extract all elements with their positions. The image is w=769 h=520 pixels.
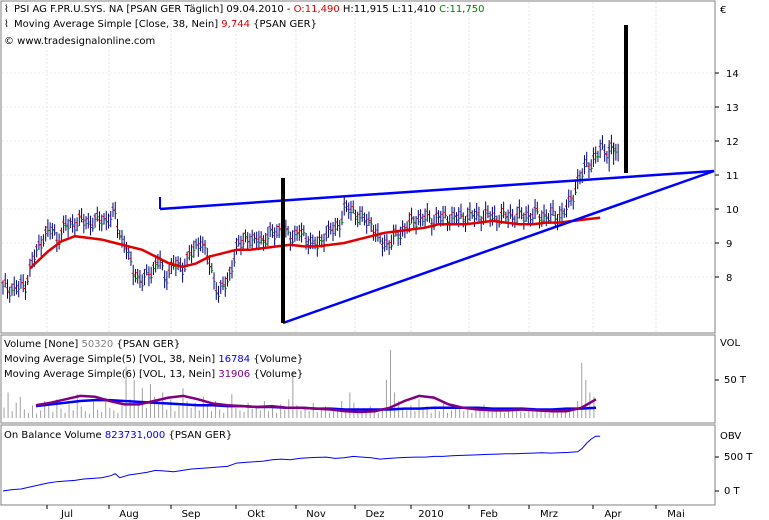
volume-ma13-line [35, 394, 597, 414]
obv-label: On Balance Volume [4, 430, 102, 441]
obv-panel [0, 424, 716, 506]
vol-ma38-label: Moving Average Simple(5) [VOL, 38, Nein] [4, 354, 215, 365]
price-ohlc-bars [1, 134, 619, 303]
volume-source: {PSAN GER} [116, 339, 180, 350]
price-line-icon: ⌇ [4, 4, 9, 15]
vol-ma38-value: 16784 [218, 354, 250, 365]
ma-source: {PSAN GER} [253, 19, 317, 30]
price-tick-label: 8 [726, 273, 732, 284]
ma-label: Moving Average Simple [Close, 38, Nein] [14, 19, 218, 30]
price-y-axis: 8 9 10 11 12 13 14 [715, 69, 739, 284]
svg-text:Volume [None] 50320 {PSAN GER}: Volume [None] 50320 {PSAN GER} [4, 339, 180, 350]
price-tick-label: 12 [726, 137, 739, 148]
open-value: O:11,490 [294, 4, 340, 15]
svg-text:On Balance Volume 823731,000 {: On Balance Volume 823731,000 {PSAN GER} [4, 430, 232, 441]
obv-line [2, 435, 601, 492]
ma-value: 9,744 [221, 19, 250, 30]
obv-value: 823731,000 [105, 430, 165, 441]
month-label: Mrz [540, 509, 558, 520]
price-tick-label: 9 [726, 239, 732, 250]
price-header: ⌇ PSI AG F.PR.U.SYS. NA [PSAN GER Täglic… [4, 4, 726, 47]
price-tick-label: 13 [726, 103, 739, 114]
currency-label: € [720, 5, 726, 16]
svg-text:Moving Average Simple(6) [VOL,: Moving Average Simple(6) [VOL, 13, Nein]… [4, 369, 303, 380]
month-label: Mai [667, 509, 685, 520]
gridlines [2, 2, 714, 332]
month-label: Jul [60, 509, 73, 520]
copyright-text: © www.tradesignalonline.com [4, 36, 155, 47]
month-label: Feb [480, 509, 498, 520]
instrument-title: PSI AG F.PR.U.SYS. NA [PSAN GER Täglich]… [14, 4, 294, 15]
price-tick-label: 10 [726, 205, 739, 216]
price-tick-label: 14 [726, 69, 739, 80]
price-ma-line [29, 216, 601, 270]
obv-tick-low: 0 T [724, 486, 741, 497]
svg-text:PSI AG F.PR.U.SYS. NA [PSAN GE: PSI AG F.PR.U.SYS. NA [PSAN GER Täglich]… [14, 4, 484, 15]
resistance-trendline [159, 169, 715, 211]
month-label: Sep [182, 509, 201, 520]
month-label: Dez [365, 509, 384, 520]
month-label: Apr [604, 509, 622, 520]
support-trendline [282, 169, 715, 325]
svg-text:Moving Average Simple(5) [VOL,: Moving Average Simple(5) [VOL, 38, Nein]… [4, 354, 303, 365]
obv-source: {PSAN GER} [168, 430, 232, 441]
month-label: Aug [119, 509, 139, 520]
vol-ma13-value: 31906 [218, 369, 250, 380]
ma-line-icon: ⌇ [4, 19, 9, 30]
vol-ma13-source: {Volume} [253, 369, 303, 380]
vol-ma13-label: Moving Average Simple(6) [VOL, 13, Nein] [4, 369, 215, 380]
obv-header: On Balance Volume 823731,000 {PSAN GER} … [4, 430, 753, 497]
volume-axis-tick: 50 T [724, 375, 747, 386]
svg-text:Moving Average Simple [Close,: Moving Average Simple [Close, 38, Nein] … [14, 19, 317, 30]
month-label: 2010 [418, 509, 443, 520]
high-value: H:11,915 [343, 4, 389, 15]
price-panel [0, 0, 716, 334]
x-axis: Jul Aug Sep Okt Nov Dez 2010 Feb Mrz Apr Mai [46, 505, 685, 520]
month-label: Okt [247, 509, 265, 520]
volume-axis-title: VOL [720, 338, 741, 349]
volume-value: 50320 [81, 339, 113, 350]
volume-header: Volume [None] 50320 {PSAN GER} Moving Av… [4, 338, 747, 386]
obv-axis-title: OBV [720, 431, 741, 442]
obv-tick-high: 500 T [724, 452, 753, 463]
volume-label: Volume [None] [4, 339, 78, 350]
close-value: C:11,750 [439, 4, 484, 15]
vol-ma38-source: {Volume} [253, 354, 303, 365]
low-value: L:11,410 [392, 4, 436, 15]
month-label: Nov [306, 509, 326, 520]
price-tick-label: 11 [726, 171, 739, 182]
